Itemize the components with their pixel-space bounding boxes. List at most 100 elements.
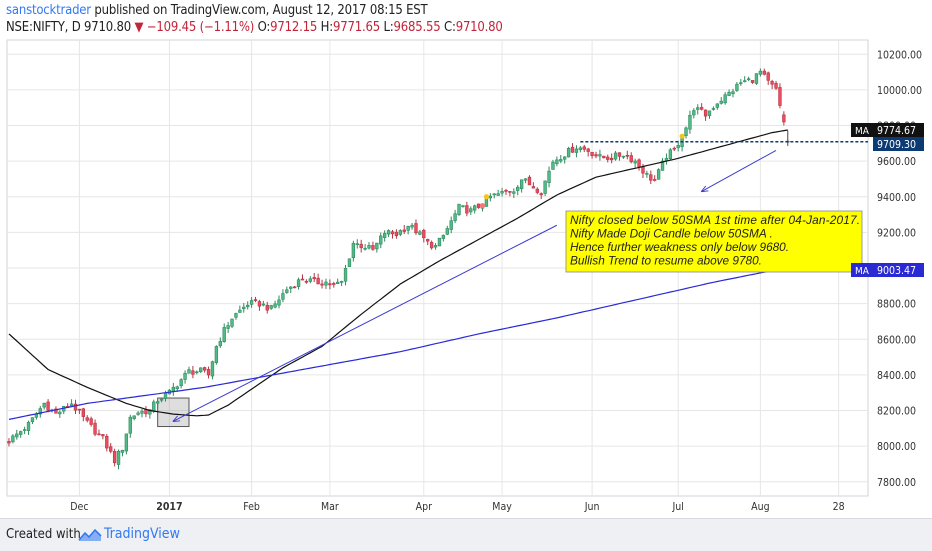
- candle-body: [285, 289, 289, 293]
- tradingview-logo-icon[interactable]: [78, 527, 102, 543]
- candle-body: [782, 114, 786, 123]
- candle-body: [312, 277, 316, 280]
- candle-body: [347, 258, 352, 267]
- annotation-line: Bullish Trend to resume above 9780.: [570, 254, 762, 268]
- candle-body: [140, 410, 144, 414]
- author-link[interactable]: sanstocktrader: [6, 3, 91, 18]
- candle-body: [688, 115, 692, 130]
- candle-body: [148, 409, 152, 415]
- candle-body: [559, 159, 563, 162]
- candle-body: [641, 166, 645, 174]
- candle-body: [7, 441, 11, 444]
- candle-body: [183, 372, 187, 380]
- candle-body: [653, 179, 657, 181]
- signal-dot: [679, 133, 685, 139]
- candle-body: [116, 450, 121, 465]
- candle-body: [97, 433, 101, 436]
- candle-body: [191, 370, 195, 375]
- candle-body: [296, 279, 301, 287]
- candle-body: [555, 159, 559, 165]
- candle-body: [609, 157, 614, 161]
- annotation-line: Nifty Made Doji Candle below 50SMA .: [570, 227, 773, 241]
- candle-body: [707, 110, 712, 116]
- candle-body: [535, 188, 539, 193]
- last-price-value: 9709.30: [877, 139, 916, 151]
- ma-line-2: [8, 266, 788, 420]
- annotation-line: Nifty closed below 50SMA 1st time after …: [570, 213, 860, 227]
- candle-body: [739, 82, 743, 84]
- candle-body: [202, 367, 207, 371]
- candle-body: [54, 408, 58, 414]
- candle-body: [414, 223, 418, 234]
- y-tick-label: 8600.00: [877, 334, 916, 346]
- candle-body: [617, 152, 622, 157]
- candle-body: [379, 235, 383, 245]
- candle-body: [590, 151, 594, 156]
- candle-body: [152, 401, 156, 412]
- candle-body: [645, 173, 649, 175]
- candle-body: [363, 247, 367, 250]
- ma-200-value-bg: [873, 263, 924, 277]
- candle-body: [195, 371, 199, 374]
- candle-body: [711, 108, 716, 110]
- open-label: O:: [257, 20, 271, 35]
- ma-line-1: [8, 129, 788, 417]
- candle-body: [445, 228, 449, 235]
- candle-body: [598, 154, 602, 157]
- candle-body: [109, 446, 113, 452]
- candle-body: [336, 281, 340, 284]
- footer-bar: Created with TradingView: [0, 518, 932, 551]
- candle-body: [449, 220, 453, 230]
- candle-body: [351, 243, 356, 259]
- published-text: published on TradingView.com, August 12,…: [90, 3, 428, 18]
- candle-body: [696, 107, 700, 110]
- tradingview-brand-link[interactable]: TradingView: [104, 526, 180, 542]
- candle-body: [516, 186, 520, 191]
- candle-body: [398, 230, 402, 235]
- candle-body: [437, 237, 442, 247]
- candle-body: [159, 398, 164, 401]
- candle-body: [715, 103, 719, 108]
- candle-body: [770, 81, 774, 85]
- candle-body: [30, 417, 35, 423]
- y-tick-label: 9200.00: [877, 227, 916, 239]
- y-tick-label: 8000.00: [877, 441, 916, 453]
- candle-body: [234, 313, 238, 318]
- candle-body: [422, 229, 426, 239]
- candle-body: [19, 431, 23, 435]
- candle-body: [85, 417, 89, 421]
- candle-body: [426, 239, 430, 242]
- candle-body: [246, 304, 250, 308]
- candle-body: [457, 203, 461, 216]
- candle-body: [320, 283, 324, 286]
- candle-body: [339, 281, 344, 283]
- candles-group: [7, 68, 790, 470]
- candle-body: [11, 435, 15, 443]
- candle-body: [222, 327, 226, 342]
- candle-body: [488, 195, 493, 199]
- candle-body: [124, 433, 129, 452]
- symbol-label: NSE:NIFTY, D: [6, 20, 81, 35]
- candle-body: [660, 160, 665, 171]
- candle-body: [171, 386, 175, 392]
- candle-body: [46, 401, 50, 411]
- candle-body: [26, 422, 31, 431]
- candle-body: [316, 277, 320, 285]
- candle-body: [735, 83, 739, 91]
- candle-body: [582, 146, 586, 150]
- candle-body: [731, 91, 735, 95]
- high-label: H:: [320, 20, 334, 35]
- candle-body: [38, 408, 42, 415]
- candle-body: [179, 379, 183, 386]
- candle-body: [602, 155, 606, 159]
- candle-body: [269, 305, 273, 309]
- price-chart[interactable]: 7800.00 8000.00 8200.00 8400.00 8600.00 8800.…: [0, 0, 932, 518]
- last-price-value-bg: [873, 137, 924, 151]
- ma-50-tag-name: MA: [855, 126, 870, 137]
- last-price: 9710.80: [84, 20, 131, 35]
- candle-body: [453, 213, 457, 221]
- candle-body: [406, 225, 410, 231]
- candle-body: [253, 299, 258, 301]
- x-tick-label: Apr: [416, 501, 432, 513]
- candle-body: [758, 70, 763, 75]
